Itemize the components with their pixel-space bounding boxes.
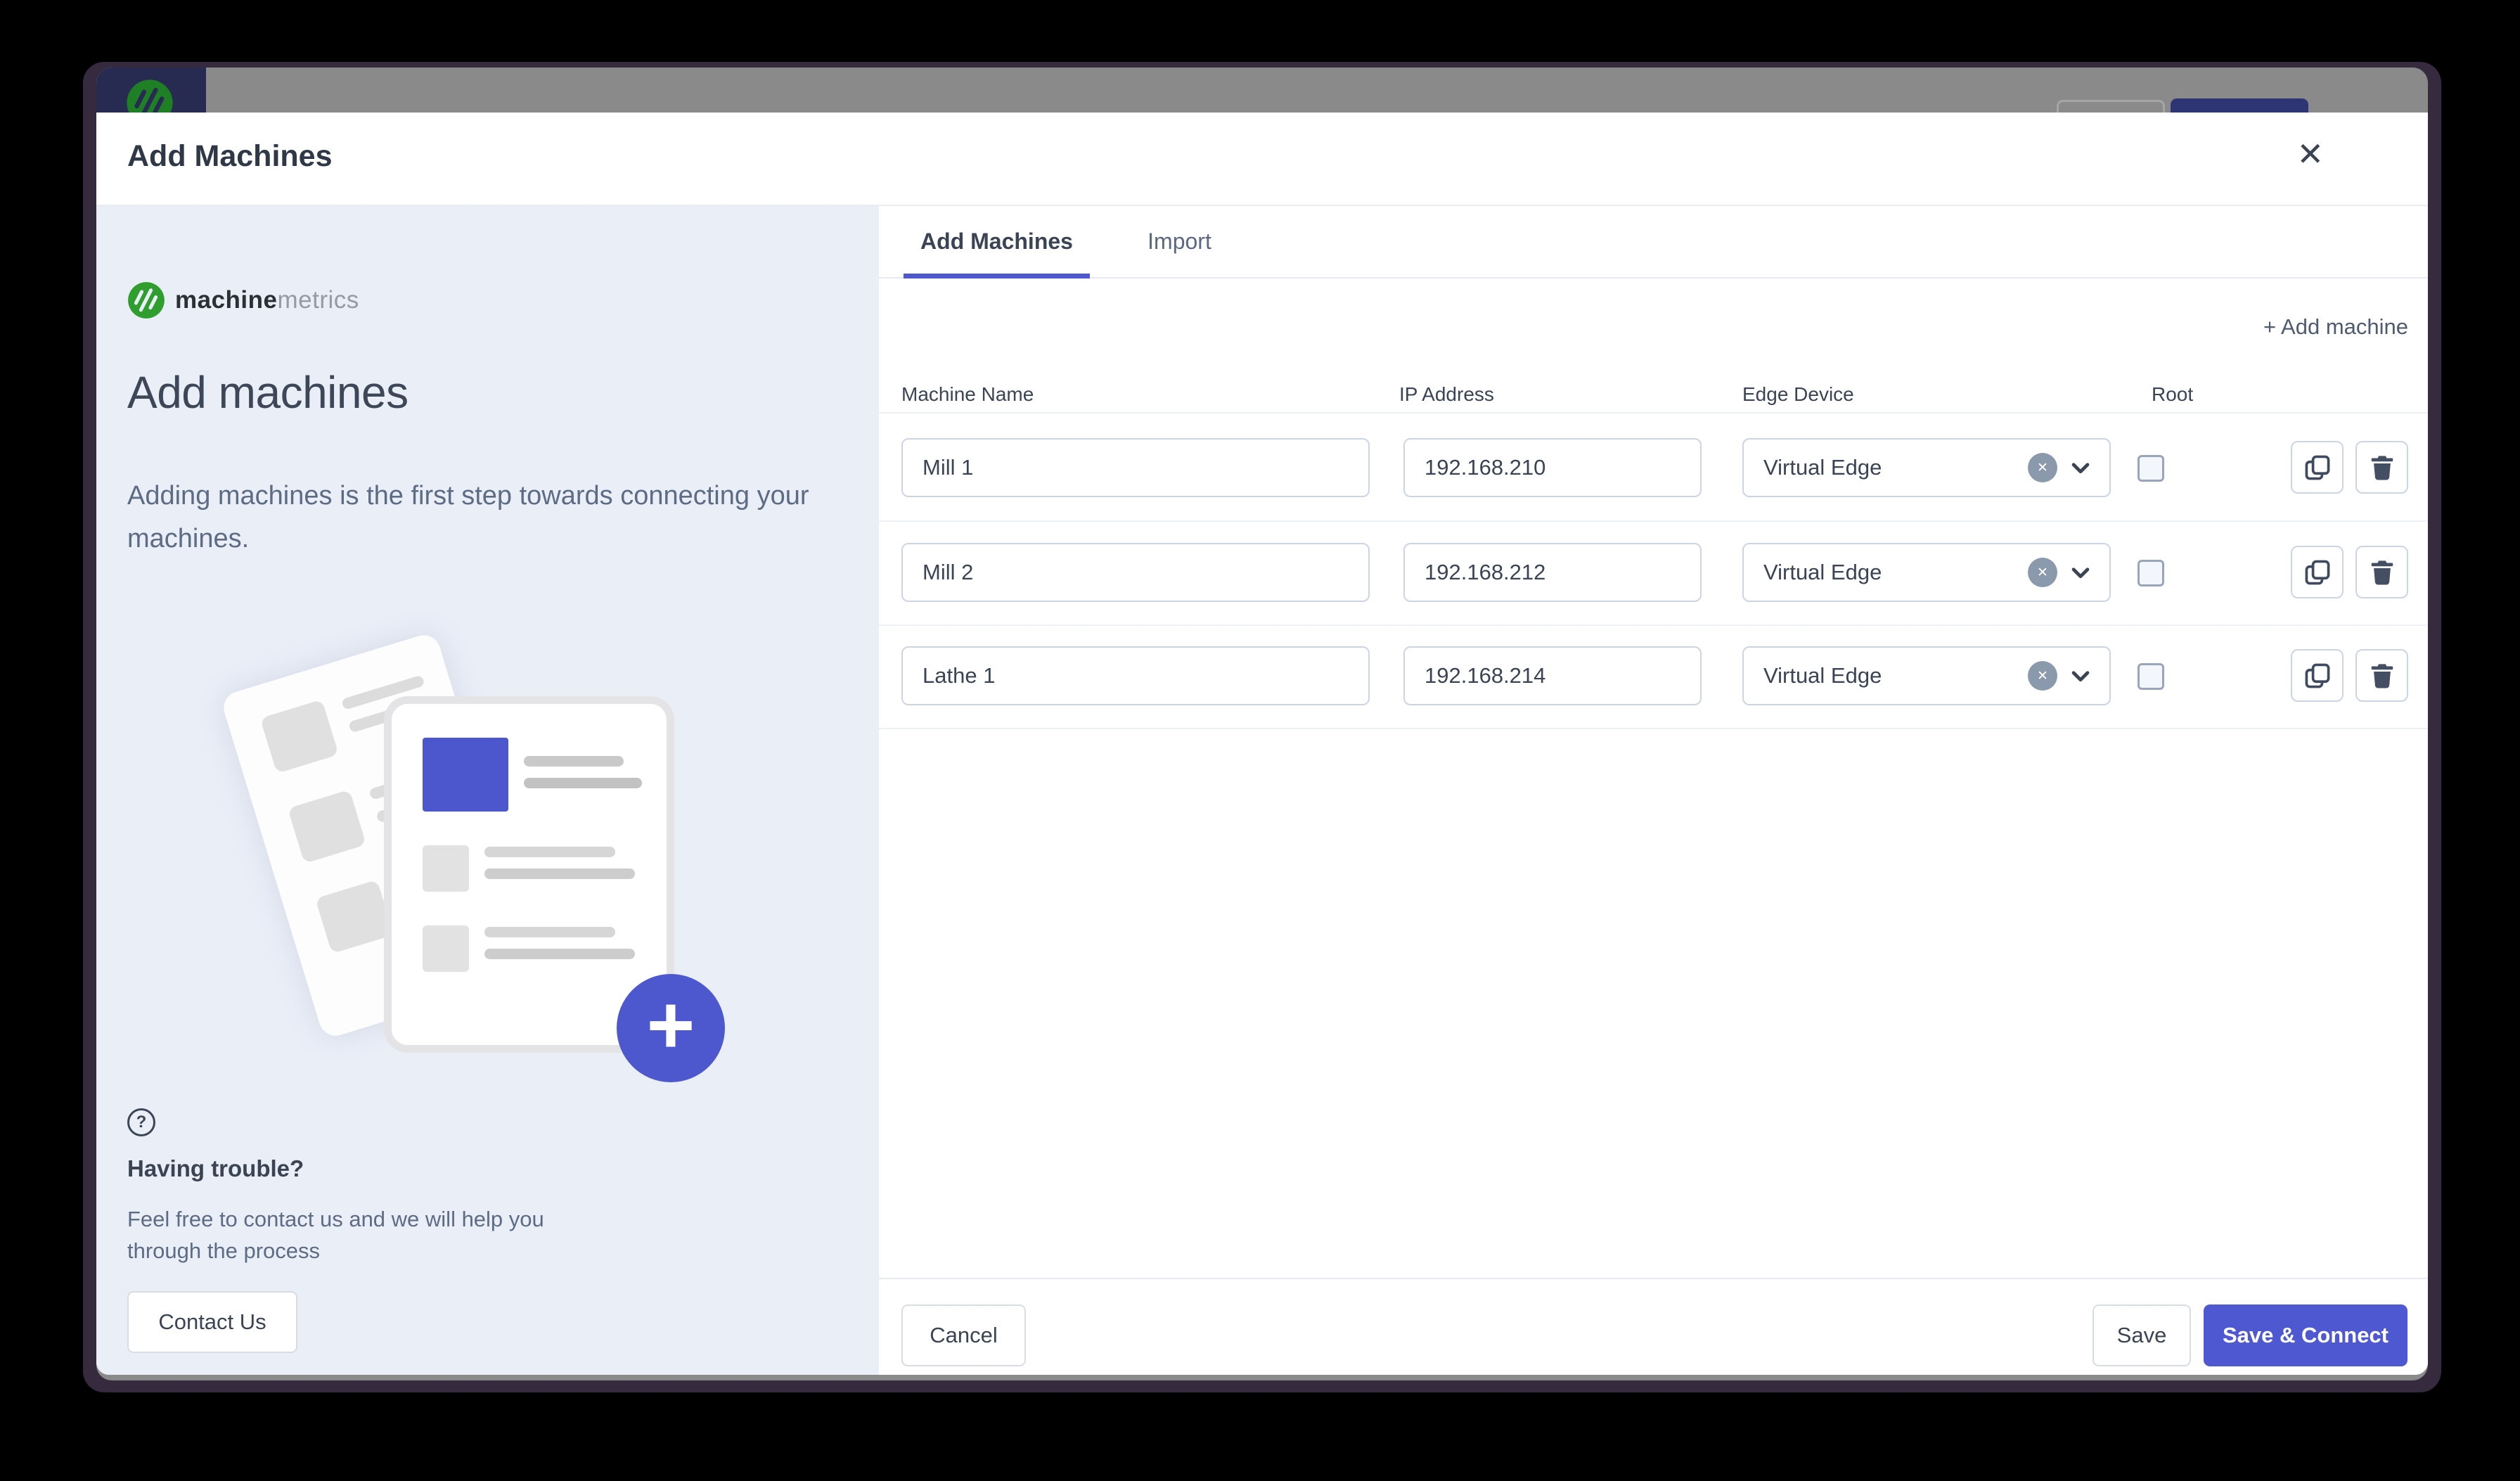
machine-rows: Virtual Edge ✕ Virtual Edge ✕ — [879, 206, 2428, 1375]
column-header-root: Root — [2152, 383, 2194, 405]
left-info-panel: machinemetrics Add machines Adding machi… — [96, 206, 879, 1375]
delete-row-button[interactable] — [2355, 441, 2408, 494]
machine-name-input[interactable] — [901, 646, 1370, 705]
trash-icon — [2371, 560, 2393, 584]
edge-device-value: Virtual Edge — [1763, 663, 1882, 688]
chevron-down-icon — [2069, 664, 2092, 688]
edge-device-select[interactable]: Virtual Edge ✕ — [1742, 543, 2111, 602]
column-header-ip-address: IP Address — [1399, 383, 1494, 405]
trash-icon — [2371, 455, 2393, 480]
delete-row-button[interactable] — [2355, 546, 2408, 598]
modal-title: Add Machines — [127, 139, 333, 173]
tab-bar: Add Machines Import — [879, 206, 2428, 278]
copy-icon — [2305, 663, 2329, 688]
clear-icon: ✕ — [2037, 565, 2048, 580]
brand: machinemetrics — [127, 281, 359, 320]
cancel-button[interactable]: Cancel — [901, 1304, 1026, 1366]
illustration-blue-block — [423, 738, 508, 812]
clear-selection-icon[interactable]: ✕ — [2028, 453, 2057, 482]
footer-divider — [879, 1278, 2428, 1279]
edge-device-select[interactable]: Virtual Edge ✕ — [1742, 646, 2111, 705]
root-checkbox[interactable] — [2138, 560, 2164, 586]
root-checkbox[interactable] — [2138, 455, 2164, 482]
help-text: Feel free to contact us and we will help… — [127, 1207, 544, 1263]
save-and-connect-button[interactable]: Save & Connect — [2204, 1304, 2408, 1366]
chevron-down-icon — [2069, 560, 2092, 584]
edge-device-select[interactable]: Virtual Edge ✕ — [1742, 438, 2111, 497]
delete-row-button[interactable] — [2355, 649, 2408, 702]
clear-selection-icon[interactable]: ✕ — [2028, 661, 2057, 691]
app-window-content: Add Machines ✕ — [96, 68, 2428, 1380]
illustration-front-card — [384, 696, 674, 1053]
clear-icon: ✕ — [2037, 668, 2048, 684]
row-divider — [879, 728, 2428, 729]
save-button[interactable]: Save — [2092, 1304, 2191, 1366]
machine-name-input[interactable] — [901, 438, 1370, 497]
copy-icon — [2305, 455, 2329, 480]
machines-form-area: Add Machines Import + Add machine Machin… — [879, 206, 2428, 1375]
header-divider — [879, 412, 2428, 413]
row-divider — [879, 520, 2428, 522]
help-circle-icon: ? — [127, 1108, 155, 1136]
plus-circle-icon: + — [617, 974, 725, 1082]
backdrop-navbar — [96, 68, 2428, 135]
panel-heading: Add machines — [127, 367, 409, 418]
edge-device-value: Virtual Edge — [1763, 455, 1882, 480]
ip-address-input[interactable] — [1403, 646, 1702, 705]
panel-description: Adding machines is the first step toward… — [127, 481, 809, 553]
machine-row: Virtual Edge ✕ — [879, 438, 2428, 497]
machine-name-input[interactable] — [901, 543, 1370, 602]
root-checkbox[interactable] — [2138, 663, 2164, 690]
machinemetrics-logo-icon — [128, 282, 165, 319]
app-window: Add Machines ✕ — [83, 62, 2441, 1392]
machine-row: Virtual Edge ✕ — [879, 646, 2428, 705]
brand-wordmark-light: metrics — [277, 286, 359, 314]
tab-import[interactable]: Import — [1148, 229, 1211, 254]
add-machines-illustration: + — [219, 614, 752, 1106]
copy-icon — [2305, 560, 2329, 584]
add-machine-link[interactable]: + Add machine — [2263, 314, 2408, 339]
clear-icon: ✕ — [2037, 460, 2048, 475]
tab-add-machines[interactable]: Add Machines — [904, 206, 1090, 278]
modal-header: Add Machines ✕ — [96, 113, 2428, 206]
active-tab-underline — [904, 274, 1090, 278]
column-header-edge-device: Edge Device — [1742, 383, 1854, 405]
modal-body: machinemetrics Add machines Adding machi… — [96, 206, 2428, 1375]
brand-wordmark: machinemetrics — [175, 286, 359, 314]
row-divider — [879, 624, 2428, 626]
contact-us-button[interactable]: Contact Us — [127, 1291, 297, 1353]
column-header-machine-name: Machine Name — [901, 383, 1034, 405]
chevron-down-icon — [2069, 456, 2092, 480]
machine-row: Virtual Edge ✕ — [879, 543, 2428, 602]
close-icon[interactable]: ✕ — [2296, 136, 2324, 172]
add-machines-modal: Add Machines ✕ — [96, 113, 2428, 1375]
duplicate-row-button[interactable] — [2291, 441, 2344, 494]
trash-icon — [2371, 663, 2393, 688]
duplicate-row-button[interactable] — [2291, 546, 2344, 598]
help-title: Having trouble? — [127, 1155, 304, 1181]
brand-wordmark-bold: machine — [175, 286, 278, 314]
ip-address-input[interactable] — [1403, 543, 1702, 602]
duplicate-row-button[interactable] — [2291, 649, 2344, 702]
clear-selection-icon[interactable]: ✕ — [2028, 558, 2057, 587]
edge-device-value: Virtual Edge — [1763, 560, 1882, 584]
backdrop-logo-tile — [96, 68, 206, 126]
ip-address-input[interactable] — [1403, 438, 1702, 497]
